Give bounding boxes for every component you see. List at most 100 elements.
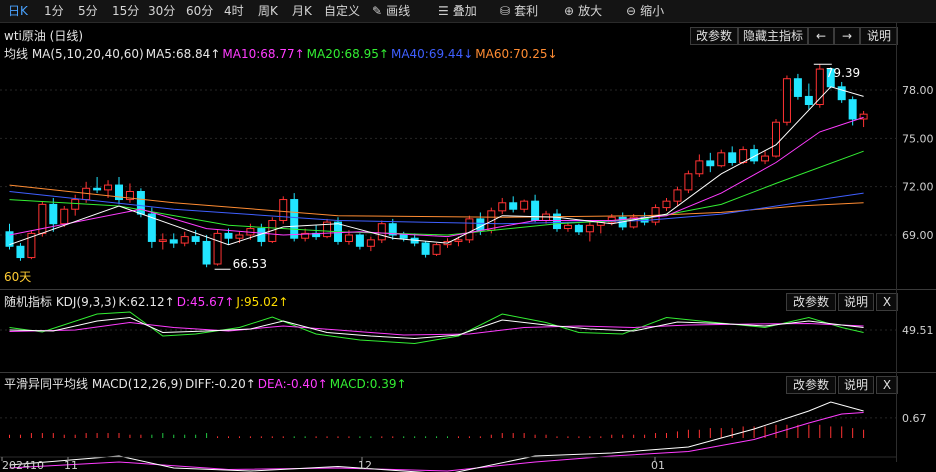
high-price-label: 79.39 bbox=[826, 66, 860, 80]
params-button[interactable]: 改参数 bbox=[690, 27, 738, 45]
ma5-line bbox=[9, 86, 864, 246]
prev-button[interactable]: ← bbox=[808, 27, 834, 45]
toolbar-item-0[interactable]: 日K bbox=[8, 3, 28, 19]
help-button[interactable]: 说明 bbox=[838, 293, 874, 311]
candle-body bbox=[421, 242, 430, 255]
candle-body bbox=[465, 218, 474, 241]
toolbar-label: 周K bbox=[258, 4, 278, 18]
candle-body bbox=[290, 199, 299, 239]
date-label: 11 bbox=[64, 459, 78, 472]
candle-body bbox=[487, 210, 496, 231]
candle-body bbox=[859, 113, 868, 120]
candle-body bbox=[706, 160, 715, 167]
candle-body bbox=[125, 191, 134, 201]
toolbar-label: 1分 bbox=[44, 4, 64, 18]
kdj-k-line bbox=[9, 316, 864, 340]
candle-body bbox=[93, 187, 102, 191]
kdj-legend: 随机指标 KDJ(9,3,3) K:62.12↑ D:45.67↑ J:95.02↑ bbox=[4, 293, 290, 310]
toolbar-item-13[interactable]: ⊕ 放大 bbox=[564, 3, 602, 19]
candle-body bbox=[71, 199, 80, 210]
legend-item: DEA:-0.40↑ bbox=[257, 377, 328, 391]
candle-body bbox=[279, 199, 288, 222]
candle-body bbox=[16, 245, 25, 259]
candle-body bbox=[169, 239, 178, 244]
toolbar-item-8[interactable]: 月K bbox=[292, 3, 312, 19]
toolbar-item-7[interactable]: 周K bbox=[258, 3, 278, 19]
candle-body bbox=[191, 236, 200, 242]
close-button[interactable]: X bbox=[876, 376, 898, 394]
candle-body bbox=[804, 95, 813, 105]
ma-legend: 均线 MA(5,10,20,40,60) MA5:68.84↑ MA10:68.77… bbox=[4, 45, 560, 62]
legend-item: 随机指标 KDJ(9,3,3) bbox=[4, 295, 117, 309]
legend-item: MA10:68.77↑ bbox=[222, 47, 305, 61]
candle-body bbox=[531, 200, 540, 222]
params-button[interactable]: 改参数 bbox=[786, 376, 836, 394]
legend-item: MA5:68.84↑ bbox=[145, 47, 221, 61]
toolbar-item-4[interactable]: 30分 bbox=[148, 3, 175, 19]
toolbar-label: 60分 bbox=[186, 4, 214, 18]
help-button[interactable]: 说明 bbox=[860, 27, 898, 45]
next-button[interactable]: → bbox=[834, 27, 860, 45]
candle-body bbox=[60, 208, 69, 225]
legend-item: D:45.67↑ bbox=[176, 295, 235, 309]
candle-body bbox=[147, 213, 156, 242]
kdj-tick-label: 49.51 bbox=[902, 324, 934, 337]
candle-body bbox=[49, 203, 58, 225]
kdj-j-line bbox=[9, 311, 864, 345]
toolbar-label: 4时 bbox=[224, 4, 244, 18]
price-tick-label: 78.00 bbox=[902, 84, 934, 97]
toolbar-item-9[interactable]: 自定义 bbox=[324, 3, 360, 19]
candle-body bbox=[213, 232, 222, 265]
candle-body bbox=[815, 68, 824, 105]
candle-body bbox=[574, 224, 583, 233]
toolbar-label: 日K bbox=[8, 4, 28, 18]
candle-body bbox=[344, 234, 353, 242]
candle-body bbox=[366, 239, 375, 247]
legend-item: MA20:68.95↑ bbox=[306, 47, 389, 61]
toolbar-item-3[interactable]: 15分 bbox=[112, 3, 139, 19]
legend-item: DIFF:-0.20↑ bbox=[184, 377, 256, 391]
toolbar-item-10[interactable]: ✎ 画线 bbox=[372, 3, 410, 19]
candle-body bbox=[235, 234, 244, 239]
toolbar-label: 叠加 bbox=[452, 4, 477, 18]
ma60-line bbox=[9, 184, 864, 218]
toolbar-item-1[interactable]: 1分 bbox=[44, 3, 64, 19]
date-label: 01 bbox=[651, 459, 665, 472]
toolbar-item-6[interactable]: 4时 bbox=[224, 3, 244, 19]
candle-body bbox=[5, 231, 14, 247]
candle-body bbox=[323, 221, 332, 238]
candle-body bbox=[848, 99, 857, 120]
candle-body bbox=[728, 152, 737, 163]
kdj-d-line bbox=[9, 321, 864, 336]
date-label: 12 bbox=[358, 459, 372, 472]
candle-body bbox=[782, 78, 791, 123]
candle-body bbox=[520, 200, 529, 210]
hide-indicator-button[interactable]: 隐藏主指标 bbox=[738, 27, 808, 45]
candle-body bbox=[27, 232, 36, 259]
candle-body bbox=[585, 224, 594, 233]
toolbar-item-2[interactable]: 5分 bbox=[78, 3, 98, 19]
candle-body bbox=[355, 234, 364, 247]
toolbar-item-12[interactable]: ⛁ 套利 bbox=[500, 3, 538, 19]
price-tick-label: 72.00 bbox=[902, 181, 934, 194]
legend-item: MA60:70.25↓ bbox=[475, 47, 558, 61]
legend-item: J:95.02↑ bbox=[236, 295, 289, 309]
panel-divider bbox=[0, 289, 936, 290]
toolbar-item-5[interactable]: 60分 bbox=[186, 3, 213, 19]
candle-body bbox=[476, 218, 485, 231]
params-button[interactable]: 改参数 bbox=[786, 293, 836, 311]
close-button[interactable]: X bbox=[876, 293, 898, 311]
toolbar-label: 月K bbox=[292, 4, 312, 18]
toolbar-item-11[interactable]: ☰ 叠加 bbox=[438, 3, 477, 19]
candle-body bbox=[388, 223, 397, 236]
candle-body bbox=[607, 216, 616, 223]
toolbar-item-14[interactable]: ⊖ 缩小 bbox=[626, 3, 664, 19]
candle-body bbox=[158, 239, 167, 242]
candle-body bbox=[104, 184, 113, 191]
price-tick-label: 69.00 bbox=[902, 229, 934, 242]
toolbar-label: 缩小 bbox=[640, 4, 665, 18]
candle-body bbox=[180, 236, 189, 244]
pencil-icon: ✎ bbox=[372, 4, 383, 18]
help-button[interactable]: 说明 bbox=[838, 376, 874, 394]
